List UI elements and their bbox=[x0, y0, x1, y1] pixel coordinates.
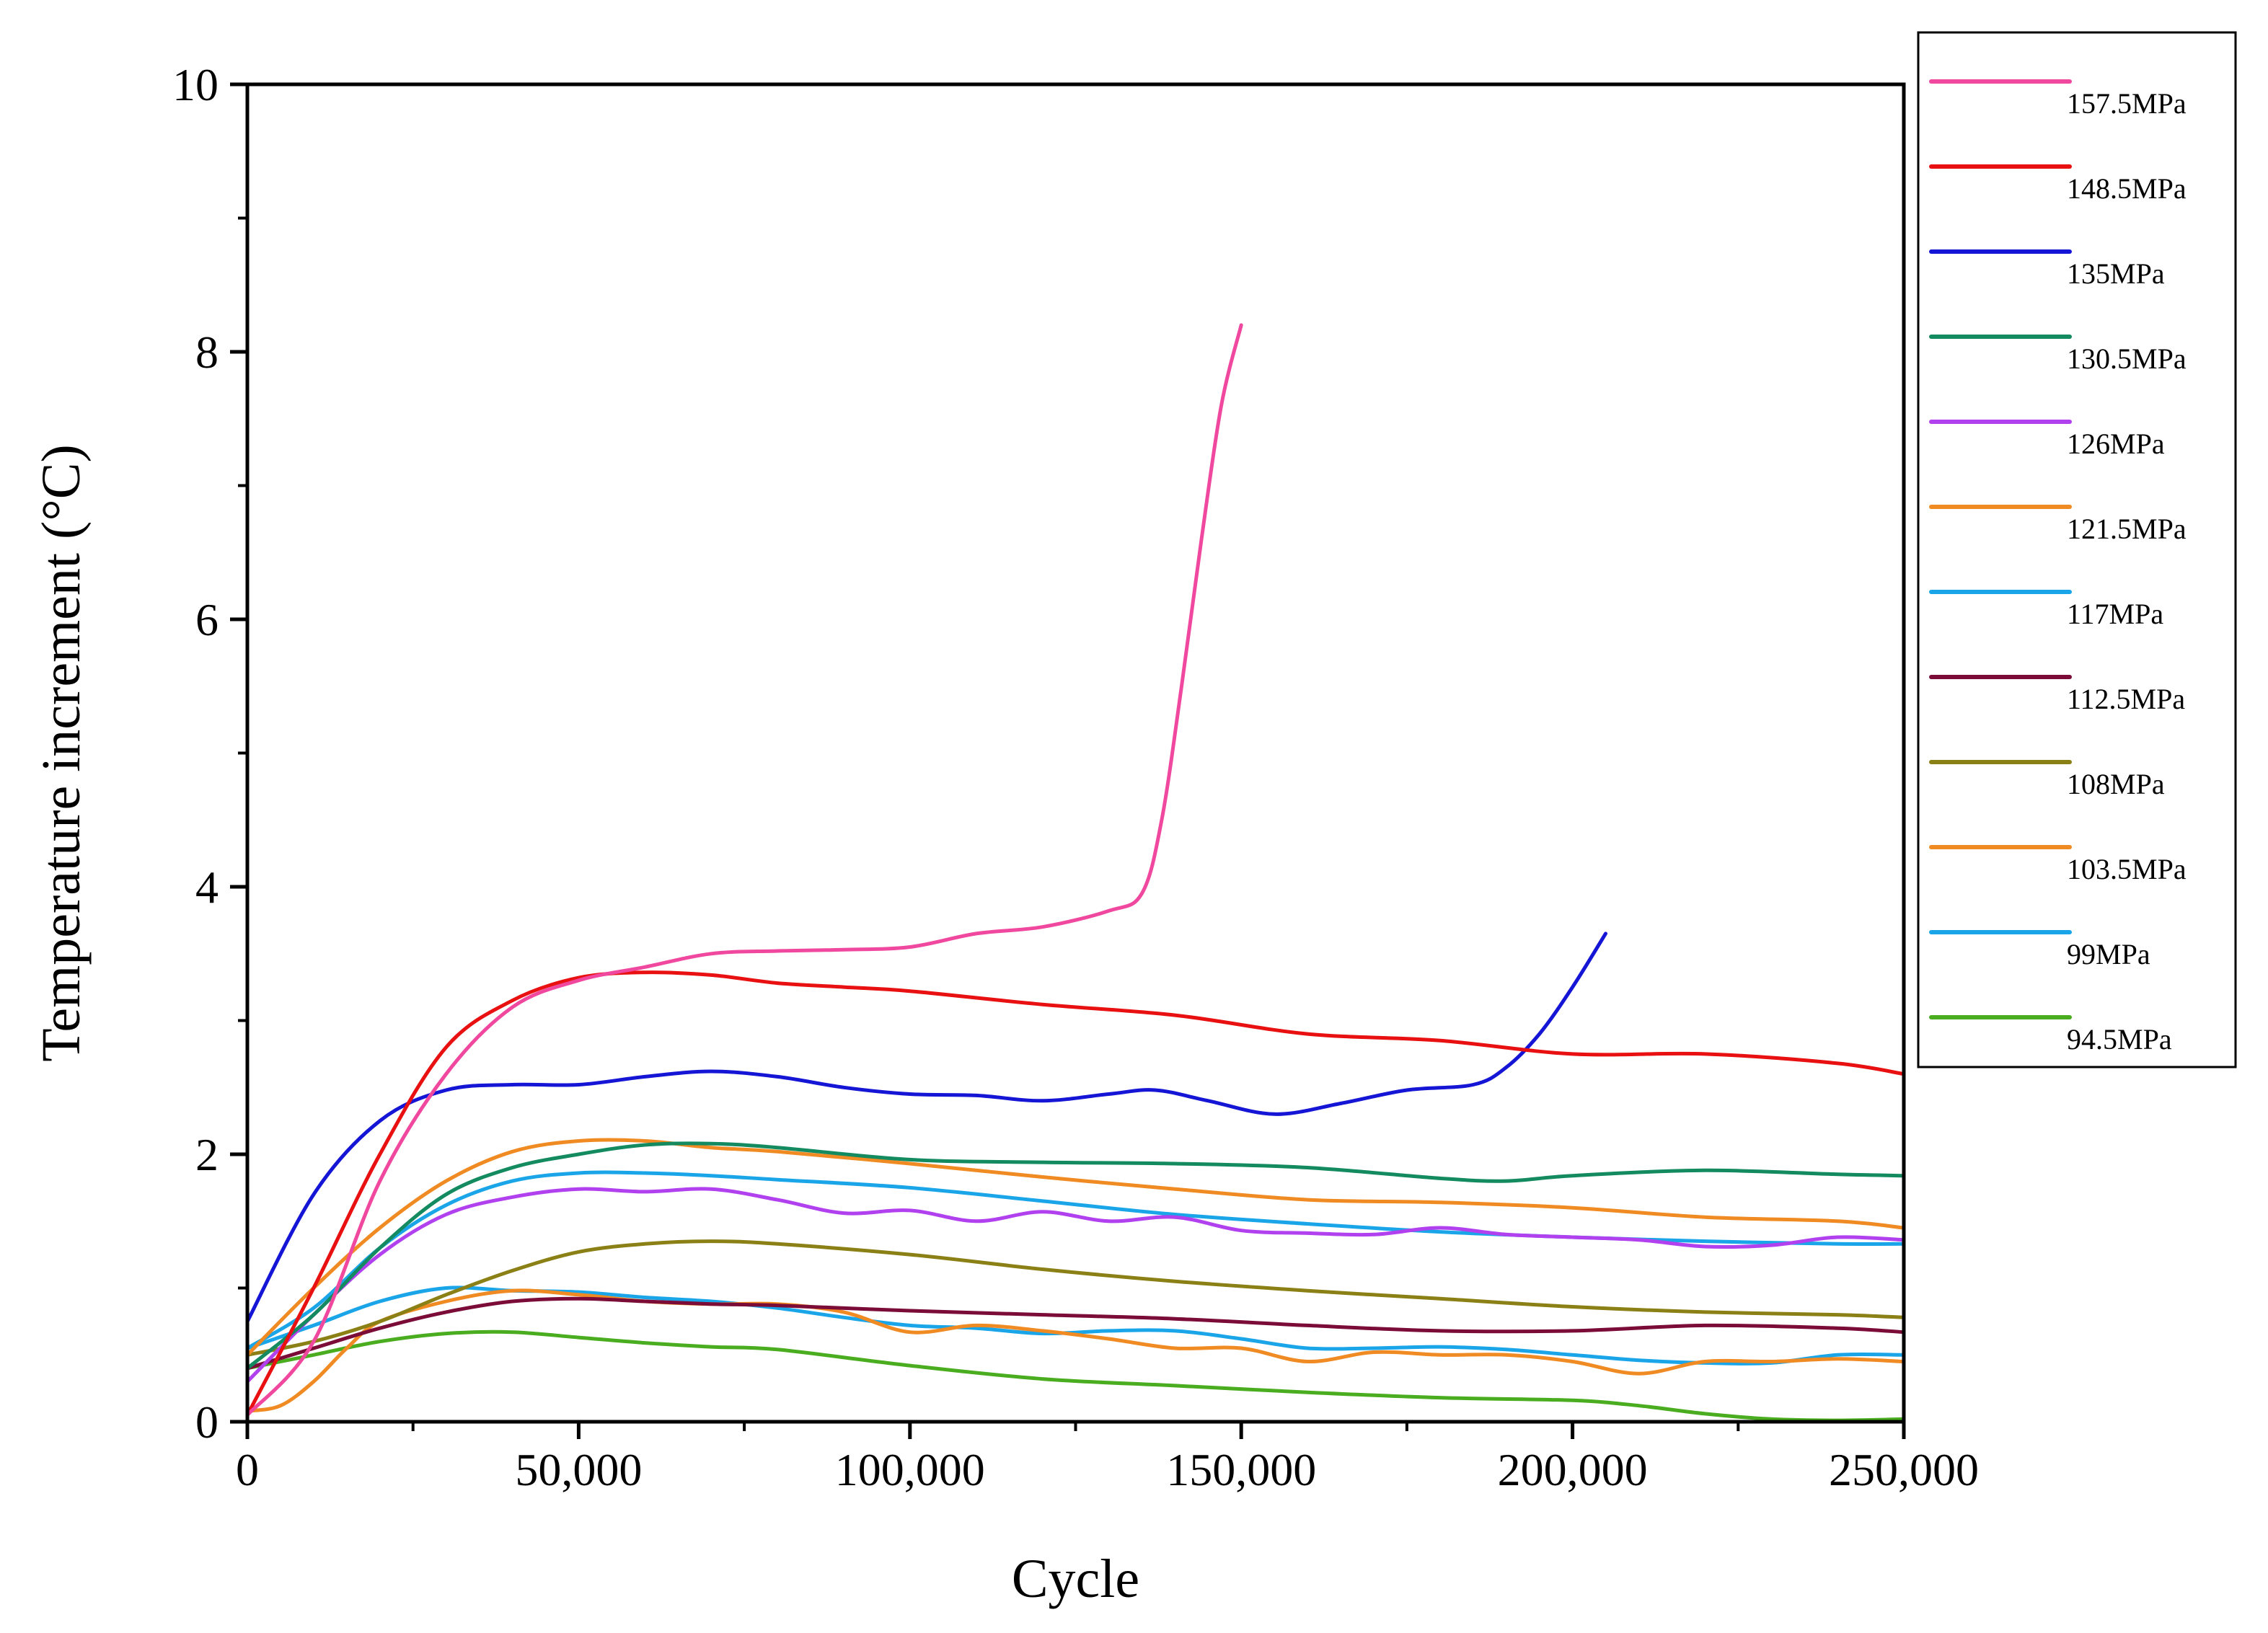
x-tick-label: 200,000 bbox=[1498, 1444, 1648, 1495]
x-tick-label: 100,000 bbox=[835, 1444, 985, 1495]
x-tick-label: 150,000 bbox=[1166, 1444, 1316, 1495]
legend-label: 126MPa bbox=[2067, 428, 2165, 460]
y-tick-label: 4 bbox=[195, 862, 219, 913]
legend-label: 121.5MPa bbox=[2067, 513, 2187, 545]
y-tick-label: 0 bbox=[195, 1397, 219, 1448]
legend: 157.5MPa 148.5MPa 135MPa 130.5MPa 126MPa 121.… bbox=[1917, 31, 2237, 1068]
legend-label: 103.5MPa bbox=[2067, 853, 2187, 885]
series-layer bbox=[245, 323, 1906, 1422]
legend-label: 130.5MPa bbox=[2067, 342, 2187, 375]
legend-label: 117MPa bbox=[2067, 598, 2163, 630]
series-line-135mpa bbox=[245, 931, 1607, 1324]
legend-box bbox=[1917, 31, 2237, 1068]
series-line-148-5mpa bbox=[245, 970, 1906, 1417]
axis-ticks: 0 50,000 100,000 150,000 200,000 250,000 0 2 4 6 8… bbox=[172, 59, 1979, 1495]
series-line-126mpa bbox=[245, 1187, 1906, 1384]
y-tick-label: 8 bbox=[195, 327, 219, 378]
plot-area-frame bbox=[245, 82, 1906, 1424]
legend-label: 157.5MPa bbox=[2067, 87, 2187, 120]
series-line-121-5mpa bbox=[245, 1138, 1906, 1357]
y-tick-label: 2 bbox=[195, 1129, 219, 1180]
y-tick-label: 6 bbox=[195, 594, 219, 645]
series-line-157-5mpa bbox=[245, 323, 1243, 1417]
legend-label: 135MPa bbox=[2067, 257, 2165, 290]
legend-label: 99MPa bbox=[2067, 938, 2150, 970]
x-tick-label: 50,000 bbox=[515, 1444, 642, 1495]
series-line-130-5mpa bbox=[245, 1141, 1906, 1371]
legend-label: 94.5MPa bbox=[2067, 1023, 2172, 1056]
x-tick-label: 250,000 bbox=[1829, 1444, 1979, 1495]
x-tick-label: 0 bbox=[236, 1444, 259, 1495]
legend-label: 108MPa bbox=[2067, 768, 2165, 800]
legend-label: 148.5MPa bbox=[2067, 172, 2187, 205]
series-line-103-5mpa bbox=[245, 1288, 1906, 1413]
series-line-94-5mpa bbox=[245, 1329, 1906, 1422]
y-axis-title: Temperature increment (°C) bbox=[31, 444, 92, 1061]
legend-label: 112.5MPa bbox=[2067, 683, 2185, 715]
series-line-112-5mpa bbox=[245, 1296, 1906, 1371]
series-line-108mpa bbox=[245, 1239, 1906, 1357]
x-axis-title: Cycle bbox=[1012, 1549, 1139, 1609]
y-tick-label: 10 bbox=[172, 59, 219, 110]
